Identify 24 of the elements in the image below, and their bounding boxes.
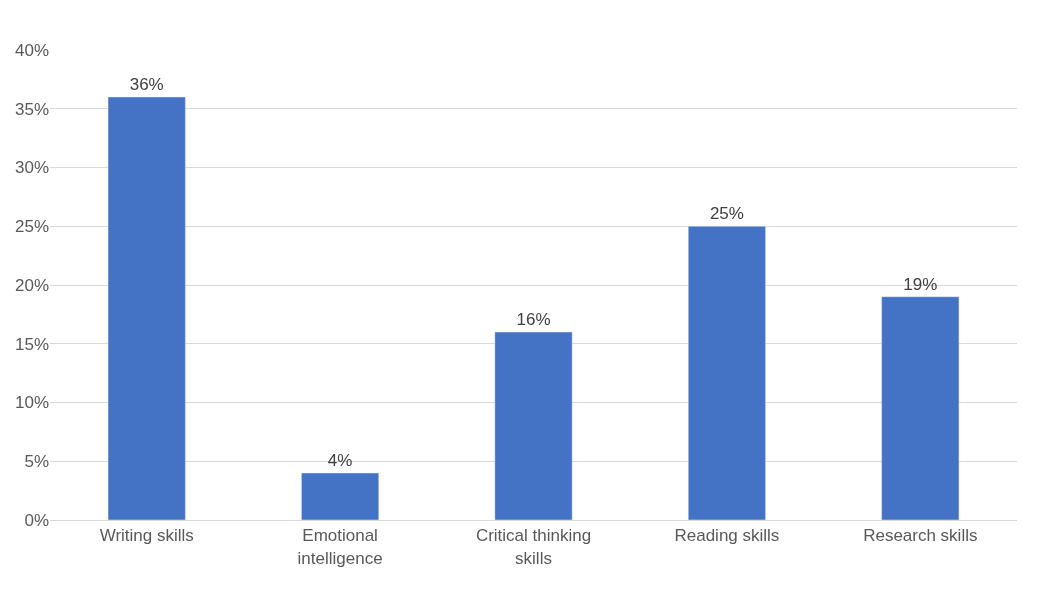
- x-tick-label: Research skills: [863, 526, 978, 546]
- data-label: 19%: [903, 274, 938, 294]
- bar: [494, 331, 573, 520]
- y-tick-label: 25%: [14, 217, 49, 237]
- y-tick-label: 40%: [14, 40, 49, 60]
- data-label: 4%: [327, 451, 353, 470]
- data-label: 25%: [709, 204, 744, 224]
- bar: [107, 96, 186, 520]
- y-tick-label: 10%: [14, 393, 49, 413]
- y-tick-label: 20%: [14, 275, 49, 295]
- y-tick-label: 15%: [14, 334, 49, 354]
- data-label: 36%: [129, 75, 164, 94]
- bar: [687, 226, 766, 520]
- y-tick-label: 35%: [14, 99, 49, 119]
- y-tick-label: 5%: [24, 452, 49, 472]
- x-tick-label: Writing skills: [99, 526, 194, 546]
- x-tick-label: Critical thinking skills: [475, 526, 592, 568]
- y-tick-label: 0%: [24, 510, 49, 530]
- bar: [301, 472, 380, 520]
- y-tick-label: 30%: [14, 158, 49, 178]
- bar: [881, 296, 960, 520]
- x-tick-label: Reading skills: [674, 526, 780, 546]
- data-label: 16%: [516, 310, 551, 329]
- x-tick-label: Emotional intelligence: [297, 526, 383, 568]
